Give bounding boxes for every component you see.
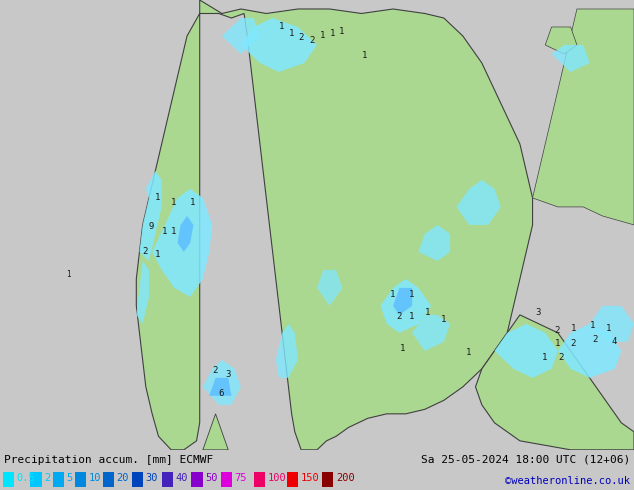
Polygon shape bbox=[139, 171, 162, 261]
Text: 1: 1 bbox=[155, 250, 160, 259]
Text: 50: 50 bbox=[205, 473, 218, 483]
Bar bbox=[30, 471, 42, 487]
Text: 6: 6 bbox=[219, 389, 224, 398]
Text: 1: 1 bbox=[288, 29, 294, 38]
Polygon shape bbox=[209, 378, 231, 396]
Polygon shape bbox=[533, 9, 634, 225]
Text: 1: 1 bbox=[571, 323, 576, 333]
Bar bbox=[191, 471, 203, 487]
Text: 1: 1 bbox=[466, 348, 471, 357]
Text: 200: 200 bbox=[336, 473, 355, 483]
Text: 1: 1 bbox=[425, 308, 430, 317]
Text: 1: 1 bbox=[361, 51, 366, 60]
Bar bbox=[53, 471, 64, 487]
Polygon shape bbox=[393, 288, 412, 315]
Text: 10: 10 bbox=[89, 473, 101, 483]
Bar bbox=[103, 471, 114, 487]
Polygon shape bbox=[178, 216, 193, 252]
Text: ©weatheronline.co.uk: ©weatheronline.co.uk bbox=[505, 476, 630, 486]
Text: 100: 100 bbox=[268, 473, 287, 483]
Bar bbox=[287, 471, 298, 487]
Text: Sa 25-05-2024 18:00 UTC (12+06): Sa 25-05-2024 18:00 UTC (12+06) bbox=[421, 455, 630, 465]
Text: 1: 1 bbox=[590, 321, 595, 330]
Text: 4: 4 bbox=[612, 337, 617, 346]
Polygon shape bbox=[495, 324, 558, 378]
Text: 1: 1 bbox=[171, 227, 176, 236]
Text: 3: 3 bbox=[225, 370, 230, 379]
Text: 1: 1 bbox=[171, 197, 176, 207]
Polygon shape bbox=[456, 180, 501, 225]
Bar bbox=[221, 471, 232, 487]
Polygon shape bbox=[203, 414, 228, 450]
Text: 2: 2 bbox=[593, 335, 598, 344]
Text: 2: 2 bbox=[44, 473, 51, 483]
Text: 3: 3 bbox=[536, 308, 541, 317]
Text: 9: 9 bbox=[149, 222, 154, 231]
Text: 1: 1 bbox=[162, 227, 167, 236]
Bar bbox=[322, 471, 333, 487]
Text: 1: 1 bbox=[555, 340, 560, 348]
Polygon shape bbox=[545, 27, 577, 54]
Polygon shape bbox=[241, 18, 317, 72]
Text: 1: 1 bbox=[441, 315, 446, 323]
Text: 1: 1 bbox=[330, 29, 335, 38]
Text: 1: 1 bbox=[605, 323, 611, 333]
Polygon shape bbox=[152, 189, 212, 297]
Text: 150: 150 bbox=[301, 473, 320, 483]
Text: 1: 1 bbox=[542, 353, 547, 362]
Polygon shape bbox=[558, 324, 621, 378]
Text: 1: 1 bbox=[409, 290, 414, 299]
Polygon shape bbox=[136, 261, 149, 324]
Polygon shape bbox=[476, 315, 634, 450]
Polygon shape bbox=[317, 270, 342, 306]
Bar bbox=[132, 471, 143, 487]
Text: 1: 1 bbox=[190, 197, 195, 207]
Text: 2: 2 bbox=[558, 353, 563, 362]
Text: 2: 2 bbox=[309, 36, 314, 45]
Text: Precipitation accum. [mm] ECMWF: Precipitation accum. [mm] ECMWF bbox=[4, 455, 213, 465]
Text: 75: 75 bbox=[235, 473, 247, 483]
Polygon shape bbox=[552, 45, 590, 72]
Polygon shape bbox=[418, 225, 450, 261]
Text: 1: 1 bbox=[67, 270, 71, 279]
Text: 2: 2 bbox=[212, 367, 217, 375]
Text: 40: 40 bbox=[176, 473, 188, 483]
Text: 1: 1 bbox=[390, 290, 395, 299]
Text: 20: 20 bbox=[117, 473, 129, 483]
Text: 2: 2 bbox=[396, 312, 401, 321]
Bar bbox=[162, 471, 173, 487]
Text: 1: 1 bbox=[409, 312, 414, 321]
Polygon shape bbox=[276, 324, 298, 378]
Text: 1: 1 bbox=[399, 344, 404, 353]
Bar bbox=[254, 471, 265, 487]
Text: 30: 30 bbox=[146, 473, 158, 483]
Text: 1: 1 bbox=[339, 27, 344, 36]
Text: 2: 2 bbox=[143, 247, 148, 256]
Text: 2: 2 bbox=[298, 33, 303, 43]
Text: 1: 1 bbox=[320, 31, 325, 40]
Bar bbox=[3, 471, 14, 487]
Polygon shape bbox=[380, 279, 431, 333]
Text: 1: 1 bbox=[279, 22, 284, 31]
Text: 2: 2 bbox=[555, 326, 560, 335]
Polygon shape bbox=[203, 360, 241, 405]
Polygon shape bbox=[222, 18, 260, 54]
Bar bbox=[75, 471, 86, 487]
Polygon shape bbox=[412, 315, 450, 351]
Text: 5: 5 bbox=[67, 473, 73, 483]
Polygon shape bbox=[590, 306, 634, 342]
Text: 2: 2 bbox=[571, 340, 576, 348]
Text: 1: 1 bbox=[155, 193, 160, 202]
Text: 0.5: 0.5 bbox=[16, 473, 36, 483]
Polygon shape bbox=[136, 0, 533, 450]
